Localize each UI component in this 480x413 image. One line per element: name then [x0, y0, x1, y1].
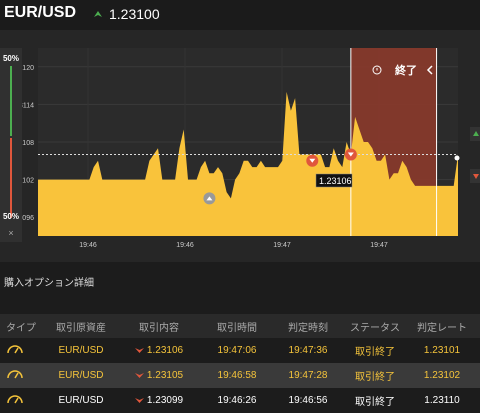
asset-cell: EUR/USD — [58, 345, 104, 356]
content-cell: 1.23106 — [120, 345, 198, 357]
rate-cell: 1.23102 — [423, 370, 461, 381]
time-cell: 19:46:58 — [217, 370, 257, 381]
header-content: 取引内容 — [139, 322, 179, 334]
header-time: 取引時間 — [217, 322, 257, 334]
content-value: 1.23099 — [146, 394, 184, 406]
status-cell: 取引終了 — [355, 372, 395, 383]
rate-cell: 1.23110 — [424, 395, 460, 406]
timer-icon — [7, 345, 23, 354]
content-value: 1.23105 — [146, 369, 184, 381]
asset-cell: EUR/USD — [58, 395, 104, 406]
current-price: 1.23100 — [93, 6, 160, 22]
type-cell — [0, 343, 42, 358]
x-tick-label: 19:46 — [176, 242, 194, 249]
down-arrow-icon — [347, 152, 354, 157]
header-type: タイプ — [6, 322, 36, 334]
put-ratio-bar — [10, 138, 12, 218]
judge-cell: 19:46:56 — [288, 395, 328, 406]
price-value: 1.23100 — [109, 6, 160, 22]
header-asset: 取引原資産 — [56, 322, 106, 334]
ratio-panel: 50% 50% × — [0, 48, 22, 242]
status-cell: 取引終了 — [355, 397, 395, 408]
header-judge: 判定時刻 — [288, 322, 328, 334]
down-arrow-icon — [309, 158, 316, 163]
chevron-left-icon[interactable] — [426, 65, 433, 75]
judge-cell: 19:47:28 — [288, 370, 328, 381]
close-icon[interactable]: × — [8, 228, 14, 238]
trade-markers — [203, 148, 357, 205]
section-title: 購入オプション詳細 — [4, 278, 94, 289]
down-arrow-icon — [134, 347, 144, 353]
x-axis: 19:46 19:46 19:47 19:47 — [79, 242, 388, 249]
currency-pair[interactable]: EUR/USD — [4, 4, 77, 21]
time-cell: 19:47:06 — [217, 345, 257, 356]
down-arrow-icon — [134, 397, 144, 403]
call-ratio-bar — [10, 66, 12, 136]
timer-icon — [7, 370, 23, 379]
type-cell — [0, 368, 42, 383]
end-label: 終了 — [395, 63, 417, 77]
current-marker-group: 1.23106 — [315, 173, 353, 188]
timer-icon — [7, 395, 23, 404]
price-chart: 1.231201.231141.231081.231021.23096 19:4… — [9, 48, 480, 249]
rate-cell: 1.23101 — [423, 345, 461, 356]
table-header: タイプ 取引原資産 取引内容 取引時間 判定時刻 ステータス 判定レート — [0, 314, 480, 338]
down-arrow-icon — [473, 174, 479, 179]
x-tick-label: 19:46 — [79, 242, 97, 249]
header-rate: 判定レート — [417, 322, 467, 334]
table-row[interactable]: EUR/USD 1.23099 19:46:26 19:46:56 取引終了 1… — [0, 388, 480, 413]
status-cell: 取引終了 — [355, 347, 395, 358]
price-endpoint — [454, 155, 460, 161]
trade-table: タイプ 取引原資産 取引内容 取引時間 判定時刻 ステータス 判定レート EUR… — [0, 314, 480, 413]
down-arrow-icon — [134, 372, 144, 378]
current-marker-box — [315, 173, 353, 188]
down-trade-marker — [306, 154, 319, 167]
current-marker-text: 1.23106 — [319, 176, 352, 186]
content-cell: 1.23105 — [120, 370, 198, 382]
judge-cell: 19:47:36 — [288, 345, 328, 356]
table-row[interactable]: EUR/USD 1.23106 19:47:06 19:47:36 取引終了 1… — [0, 338, 480, 363]
table-row[interactable]: EUR/USD 1.23105 19:46:58 19:47:28 取引終了 1… — [0, 363, 480, 388]
call-ratio: 50% — [2, 54, 19, 63]
down-trade-marker — [344, 148, 357, 161]
asset-cell: EUR/USD — [58, 370, 104, 381]
clock-icon — [372, 65, 382, 75]
end-label-group: 終了 — [372, 63, 433, 77]
put-ratio: 50% — [2, 212, 19, 221]
up-arrow-icon — [94, 11, 102, 17]
up-arrow-icon — [206, 196, 213, 201]
price-area — [38, 91, 458, 237]
up-arrow-icon — [473, 131, 479, 136]
time-cell: 19:46:26 — [217, 395, 257, 406]
header-status: ステータス — [350, 322, 400, 334]
up-trade-marker — [203, 192, 216, 205]
top-bar: EUR/USD 1.23100 — [0, 0, 480, 30]
x-tick-label: 19:47 — [273, 242, 291, 249]
content-value: 1.23106 — [146, 344, 184, 356]
type-cell — [0, 393, 42, 408]
content-cell: 1.23099 — [120, 395, 198, 407]
x-tick-label: 19:47 — [370, 242, 388, 249]
